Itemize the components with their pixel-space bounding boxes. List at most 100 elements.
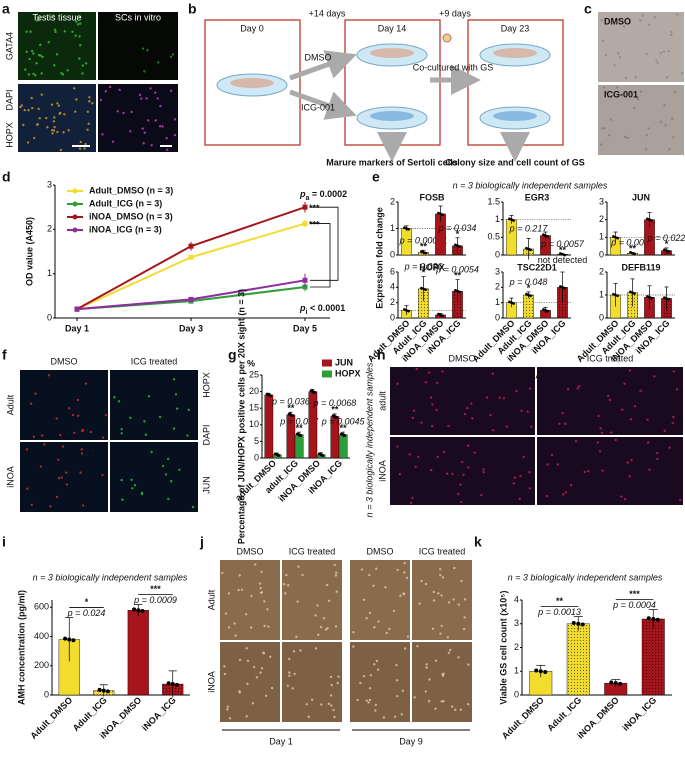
cell xyxy=(297,565,300,568)
cell xyxy=(425,666,428,669)
replicate-dot xyxy=(105,689,110,694)
y-tick-label: 0 xyxy=(47,312,52,322)
cell xyxy=(78,57,81,60)
bar-pattern xyxy=(452,291,463,318)
cell xyxy=(646,418,649,421)
cell xyxy=(159,104,162,108)
cell xyxy=(384,585,387,589)
label: Marure markers of Sertoli cells xyxy=(326,157,458,167)
significance: ** xyxy=(331,405,339,415)
cell xyxy=(545,494,549,498)
label: Adult xyxy=(5,394,15,415)
cell xyxy=(76,23,80,26)
cell xyxy=(144,433,148,436)
y-tick-label: 2 xyxy=(390,297,395,307)
cell xyxy=(260,667,264,670)
y-tick-label: 3 xyxy=(495,266,500,276)
cell xyxy=(46,126,49,129)
cell xyxy=(528,487,532,490)
cell xyxy=(489,413,492,417)
cell xyxy=(368,611,372,615)
panel-letter: j xyxy=(199,534,204,550)
cell xyxy=(439,568,442,571)
cell xyxy=(382,716,386,719)
cell xyxy=(71,413,75,417)
cell xyxy=(415,367,418,371)
cell xyxy=(262,651,265,654)
cell xyxy=(451,472,454,476)
cell xyxy=(333,715,336,719)
y-tick-label: 1 xyxy=(47,268,52,278)
cell xyxy=(676,13,679,16)
cell xyxy=(393,715,397,718)
label: DAPI xyxy=(4,89,14,110)
p-value: p = 0.0057 xyxy=(540,239,585,249)
cell xyxy=(395,664,398,667)
cell xyxy=(150,450,153,454)
cell xyxy=(237,588,240,592)
cell xyxy=(244,613,248,616)
replicate-dot xyxy=(136,608,141,613)
y-tick-label: 600 xyxy=(34,602,49,612)
cell xyxy=(330,704,333,707)
cell xyxy=(187,408,190,412)
arrow xyxy=(289,50,357,81)
replicate-dot xyxy=(618,681,623,686)
p-value: p = 0.00081 xyxy=(399,235,448,245)
cell xyxy=(576,387,579,390)
micrograph xyxy=(282,560,342,640)
label: ICG treated xyxy=(587,353,634,363)
cells xyxy=(230,78,274,88)
cell xyxy=(617,52,620,55)
cell xyxy=(75,20,78,23)
p-value: p = 0.022 xyxy=(647,233,685,243)
cell xyxy=(411,496,414,500)
legend-label: iNOA_ICG (n = 3) xyxy=(89,224,162,234)
cell xyxy=(284,592,287,595)
bar-pattern xyxy=(418,288,429,318)
micrograph xyxy=(220,642,280,722)
cell xyxy=(564,422,567,425)
cell xyxy=(30,96,33,100)
label: ICG treated xyxy=(289,546,336,556)
cell xyxy=(166,148,169,152)
cell xyxy=(175,407,179,410)
cell xyxy=(39,54,42,57)
cell xyxy=(446,636,449,639)
y-tick-label: 0 xyxy=(254,452,259,462)
cell xyxy=(295,635,298,638)
replicate-dot xyxy=(441,314,444,318)
cell xyxy=(71,30,74,33)
significance: * xyxy=(422,268,426,278)
cell xyxy=(432,599,436,602)
cell xyxy=(637,97,640,101)
replicate-dot xyxy=(546,309,549,313)
replicate-dot xyxy=(650,296,653,300)
cell xyxy=(143,420,146,423)
cell xyxy=(68,407,71,410)
cell xyxy=(120,478,123,482)
cell xyxy=(37,107,40,111)
micrograph xyxy=(110,442,198,512)
cell xyxy=(84,62,88,65)
cells xyxy=(493,111,537,121)
cell xyxy=(439,632,442,635)
y-tick-label: 6 xyxy=(390,266,395,276)
legend-label: Adult_ICG (n = 3) xyxy=(89,198,162,208)
bar-pattern xyxy=(523,295,534,318)
cell xyxy=(639,90,643,93)
cell xyxy=(403,571,406,574)
cell xyxy=(36,123,39,126)
p-value: p = 0.034 xyxy=(438,223,477,233)
cell xyxy=(227,626,231,629)
cell xyxy=(502,397,506,400)
cell xyxy=(436,381,439,385)
label: iNOA xyxy=(206,671,216,693)
decorations xyxy=(18,12,684,731)
replicate-dot xyxy=(67,637,72,642)
cell xyxy=(622,25,626,28)
cell xyxy=(620,495,623,498)
micrograph xyxy=(390,437,535,505)
cell xyxy=(25,30,28,33)
